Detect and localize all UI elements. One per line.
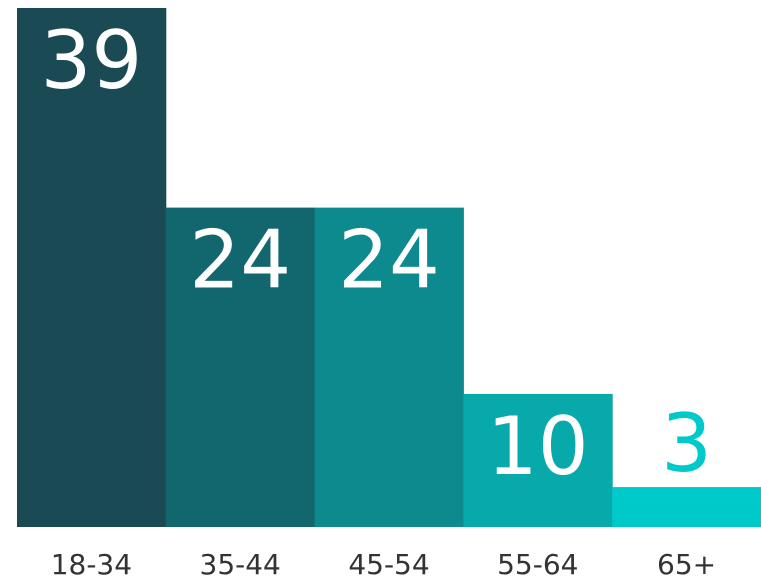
value-label-55-64: 10: [487, 400, 589, 493]
value-label-35-44: 24: [189, 214, 291, 307]
value-label-18-34: 39: [41, 14, 143, 107]
tick-label-65+: 65+: [657, 548, 716, 581]
tick-labels-group: 18-34 35-44 45-54 55-64 65+: [51, 548, 716, 581]
value-label-45-54: 24: [338, 214, 440, 307]
value-labels-group: 39 24 24 10 3: [41, 14, 713, 493]
value-label-65+: 3: [661, 397, 712, 490]
bar-35-44: [165, 207, 316, 527]
bars-group: [17, 8, 761, 527]
bar-45-54: [314, 207, 464, 527]
tick-label-35-44: 35-44: [200, 548, 281, 581]
tick-label-45-54: 45-54: [348, 548, 429, 581]
bar-18-34: [17, 8, 167, 527]
tick-label-55-64: 55-64: [497, 548, 578, 581]
bar-65+: [612, 487, 761, 527]
bar-55-64: [463, 393, 613, 527]
tick-label-18-34: 18-34: [51, 548, 132, 581]
